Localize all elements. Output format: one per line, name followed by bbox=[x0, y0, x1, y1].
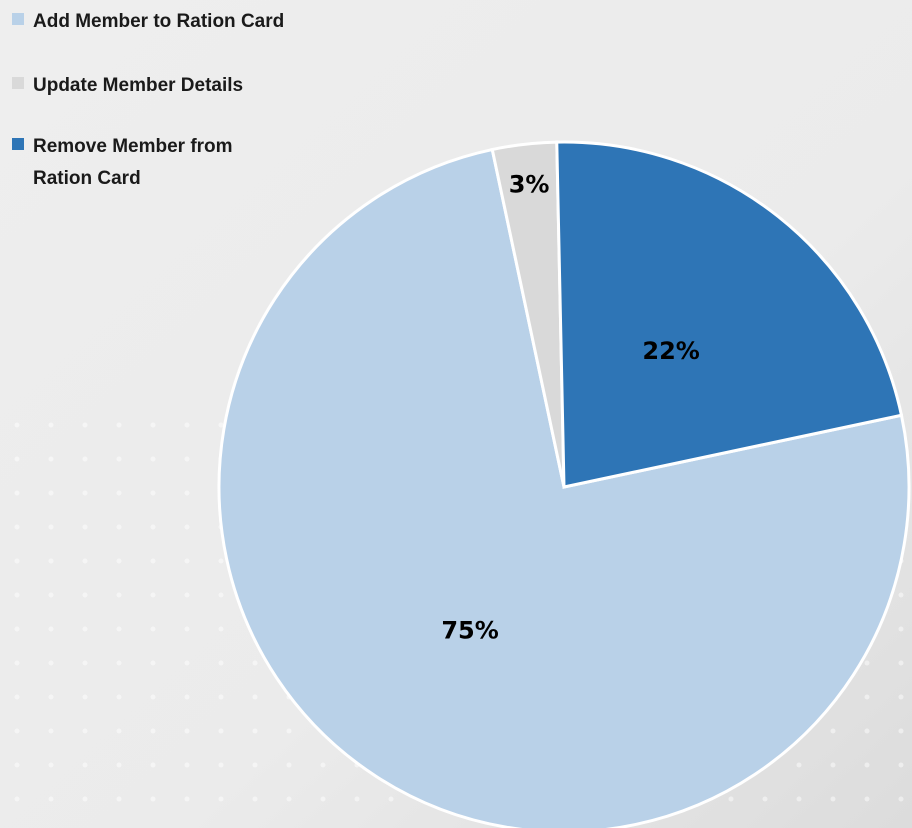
legend-label: Update Member Details bbox=[33, 75, 244, 96]
legend-swatch bbox=[12, 13, 24, 25]
legend-swatch bbox=[12, 77, 24, 89]
pie: 75% 3% 22% bbox=[217, 140, 911, 828]
data-label: 75% bbox=[441, 617, 498, 645]
data-label: 3% bbox=[509, 170, 550, 198]
pie-slice bbox=[217, 147, 911, 828]
legend-item: Remove Member from Ration Card bbox=[12, 131, 302, 195]
legend-item: Add Member to Ration Card bbox=[12, 6, 302, 38]
legend-label: Remove Member from Ration Card bbox=[33, 136, 233, 189]
legend-label: Add Member to Ration Card bbox=[33, 11, 285, 32]
data-label: 22% bbox=[642, 337, 699, 365]
legend-item: Update Member Details bbox=[12, 70, 302, 102]
pie-slice bbox=[555, 140, 904, 489]
legend-swatch bbox=[12, 138, 24, 150]
